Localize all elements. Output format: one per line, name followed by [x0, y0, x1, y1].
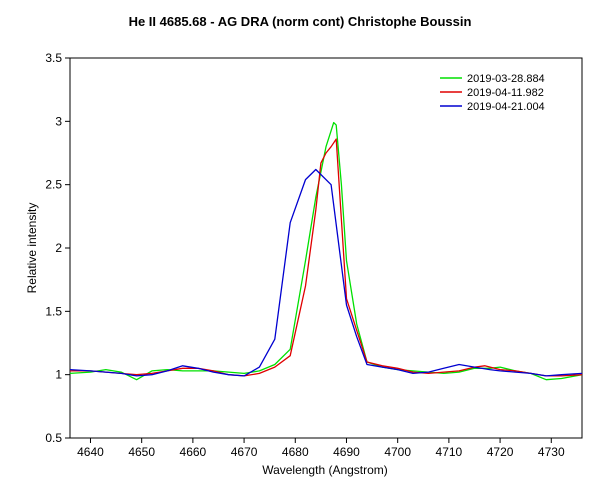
series-layer [69, 121, 583, 381]
y-tick-label: 3 [55, 114, 62, 128]
x-tick-label: 4670 [231, 445, 258, 459]
x-tick-label: 4660 [180, 445, 207, 459]
legend-label: 2019-03-28.884 [467, 73, 545, 85]
x-tick-label: 4680 [282, 445, 309, 459]
x-tick-label: 4650 [128, 445, 155, 459]
y-tick-label: 3.5 [45, 51, 62, 65]
x-tick-label: 4730 [538, 445, 565, 459]
legend-label: 2019-04-21.004 [467, 101, 545, 113]
y-tick-label: 2.5 [45, 178, 62, 192]
y-tick-label: 2 [55, 241, 62, 255]
series-line [70, 138, 583, 377]
y-axis-title: Relative intensity [25, 203, 39, 294]
x-tick-label: 4710 [436, 445, 463, 459]
x-tick-label: 4640 [77, 445, 104, 459]
x-axis: 4640 4650 4660 4670 4680 4690 4700 4710 4720 4730 [77, 438, 565, 459]
legend: 2019-03-28.884 2019-04-11.982 2019-04-21.0… [440, 73, 545, 113]
series-line [69, 121, 583, 381]
y-tick-label: 0.5 [45, 431, 62, 445]
x-tick-label: 4720 [487, 445, 514, 459]
x-tick-label: 4690 [333, 445, 360, 459]
chart-title: He II 4685.68 - AG DRA (norm cont) Chris… [128, 14, 472, 29]
series-line [69, 168, 583, 377]
y-axis: 0.5 1 1.5 2 2.5 3 3.5 [45, 51, 70, 445]
y-tick-label: 1 [55, 368, 62, 382]
plot-frame [69, 57, 583, 439]
plot-border [69, 57, 583, 439]
y-tick-label: 1.5 [45, 304, 62, 318]
legend-label: 2019-04-11.982 [467, 87, 544, 99]
x-axis-title: Wavelength (Angstrom) [262, 463, 388, 477]
x-tick-label: 4700 [384, 445, 411, 459]
